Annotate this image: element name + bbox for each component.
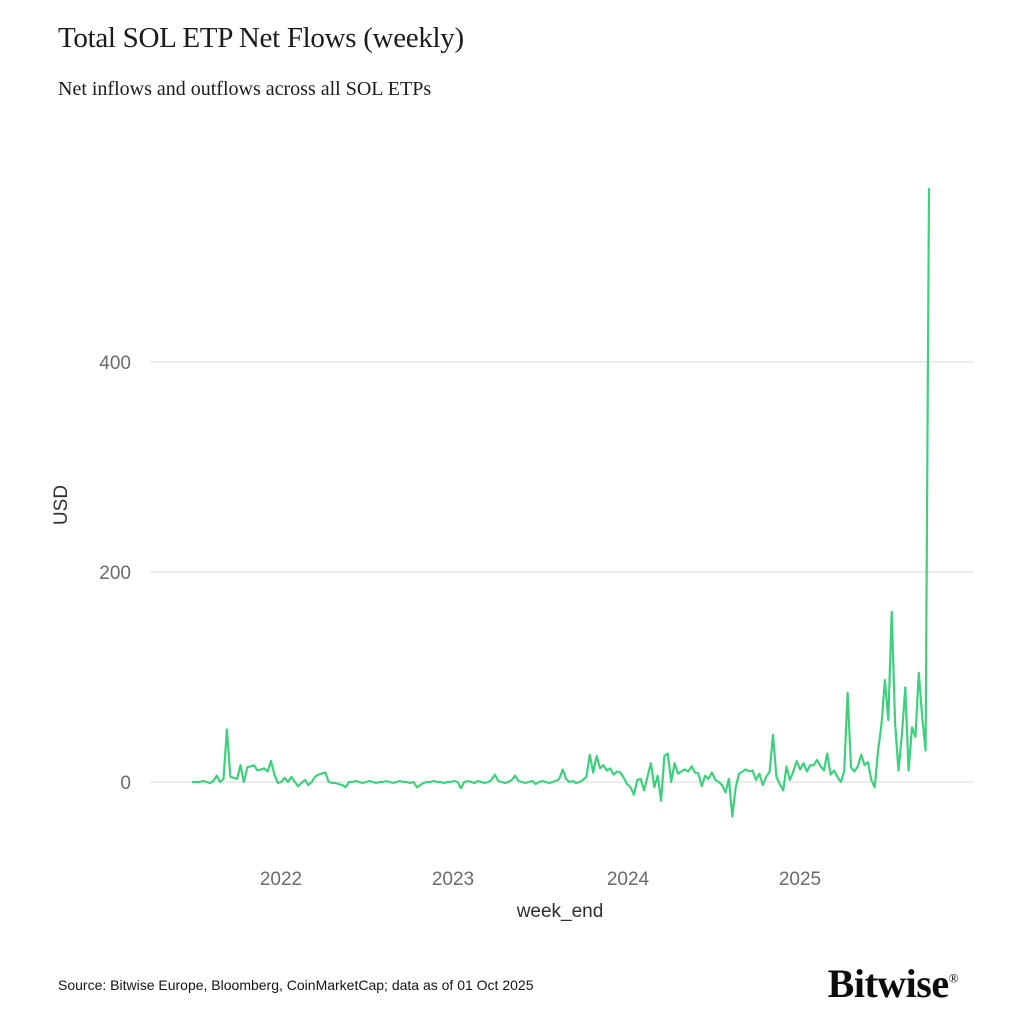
source-note: Source: Bitwise Europe, Bloomberg, CoinM… [58,977,534,993]
x-tick-label-2024: 2024 [607,869,650,890]
chart-title: Total SOL ETP Net Flows (weekly) [58,22,464,54]
bitwise-wordmark: Bitwise [827,961,949,1006]
y-tick-label-200: 200 [99,563,131,584]
registered-trademark-icon: ® [948,970,959,986]
net-flows-line [191,187,931,818]
y-axis-label: USD [51,485,72,525]
y-tick-label-400: 400 [99,353,131,374]
chart-subtitle: Net inflows and outflows across all SOL … [58,78,432,100]
x-tick-label-2022: 2022 [260,869,302,890]
x-tick-label-2023: 2023 [432,869,474,890]
y-tick-label-0: 0 [120,773,131,794]
x-tick-label-2025: 2025 [779,869,821,890]
x-axis-label: week_end [516,901,604,922]
bitwise-logo: Bitwise® [827,960,959,1007]
